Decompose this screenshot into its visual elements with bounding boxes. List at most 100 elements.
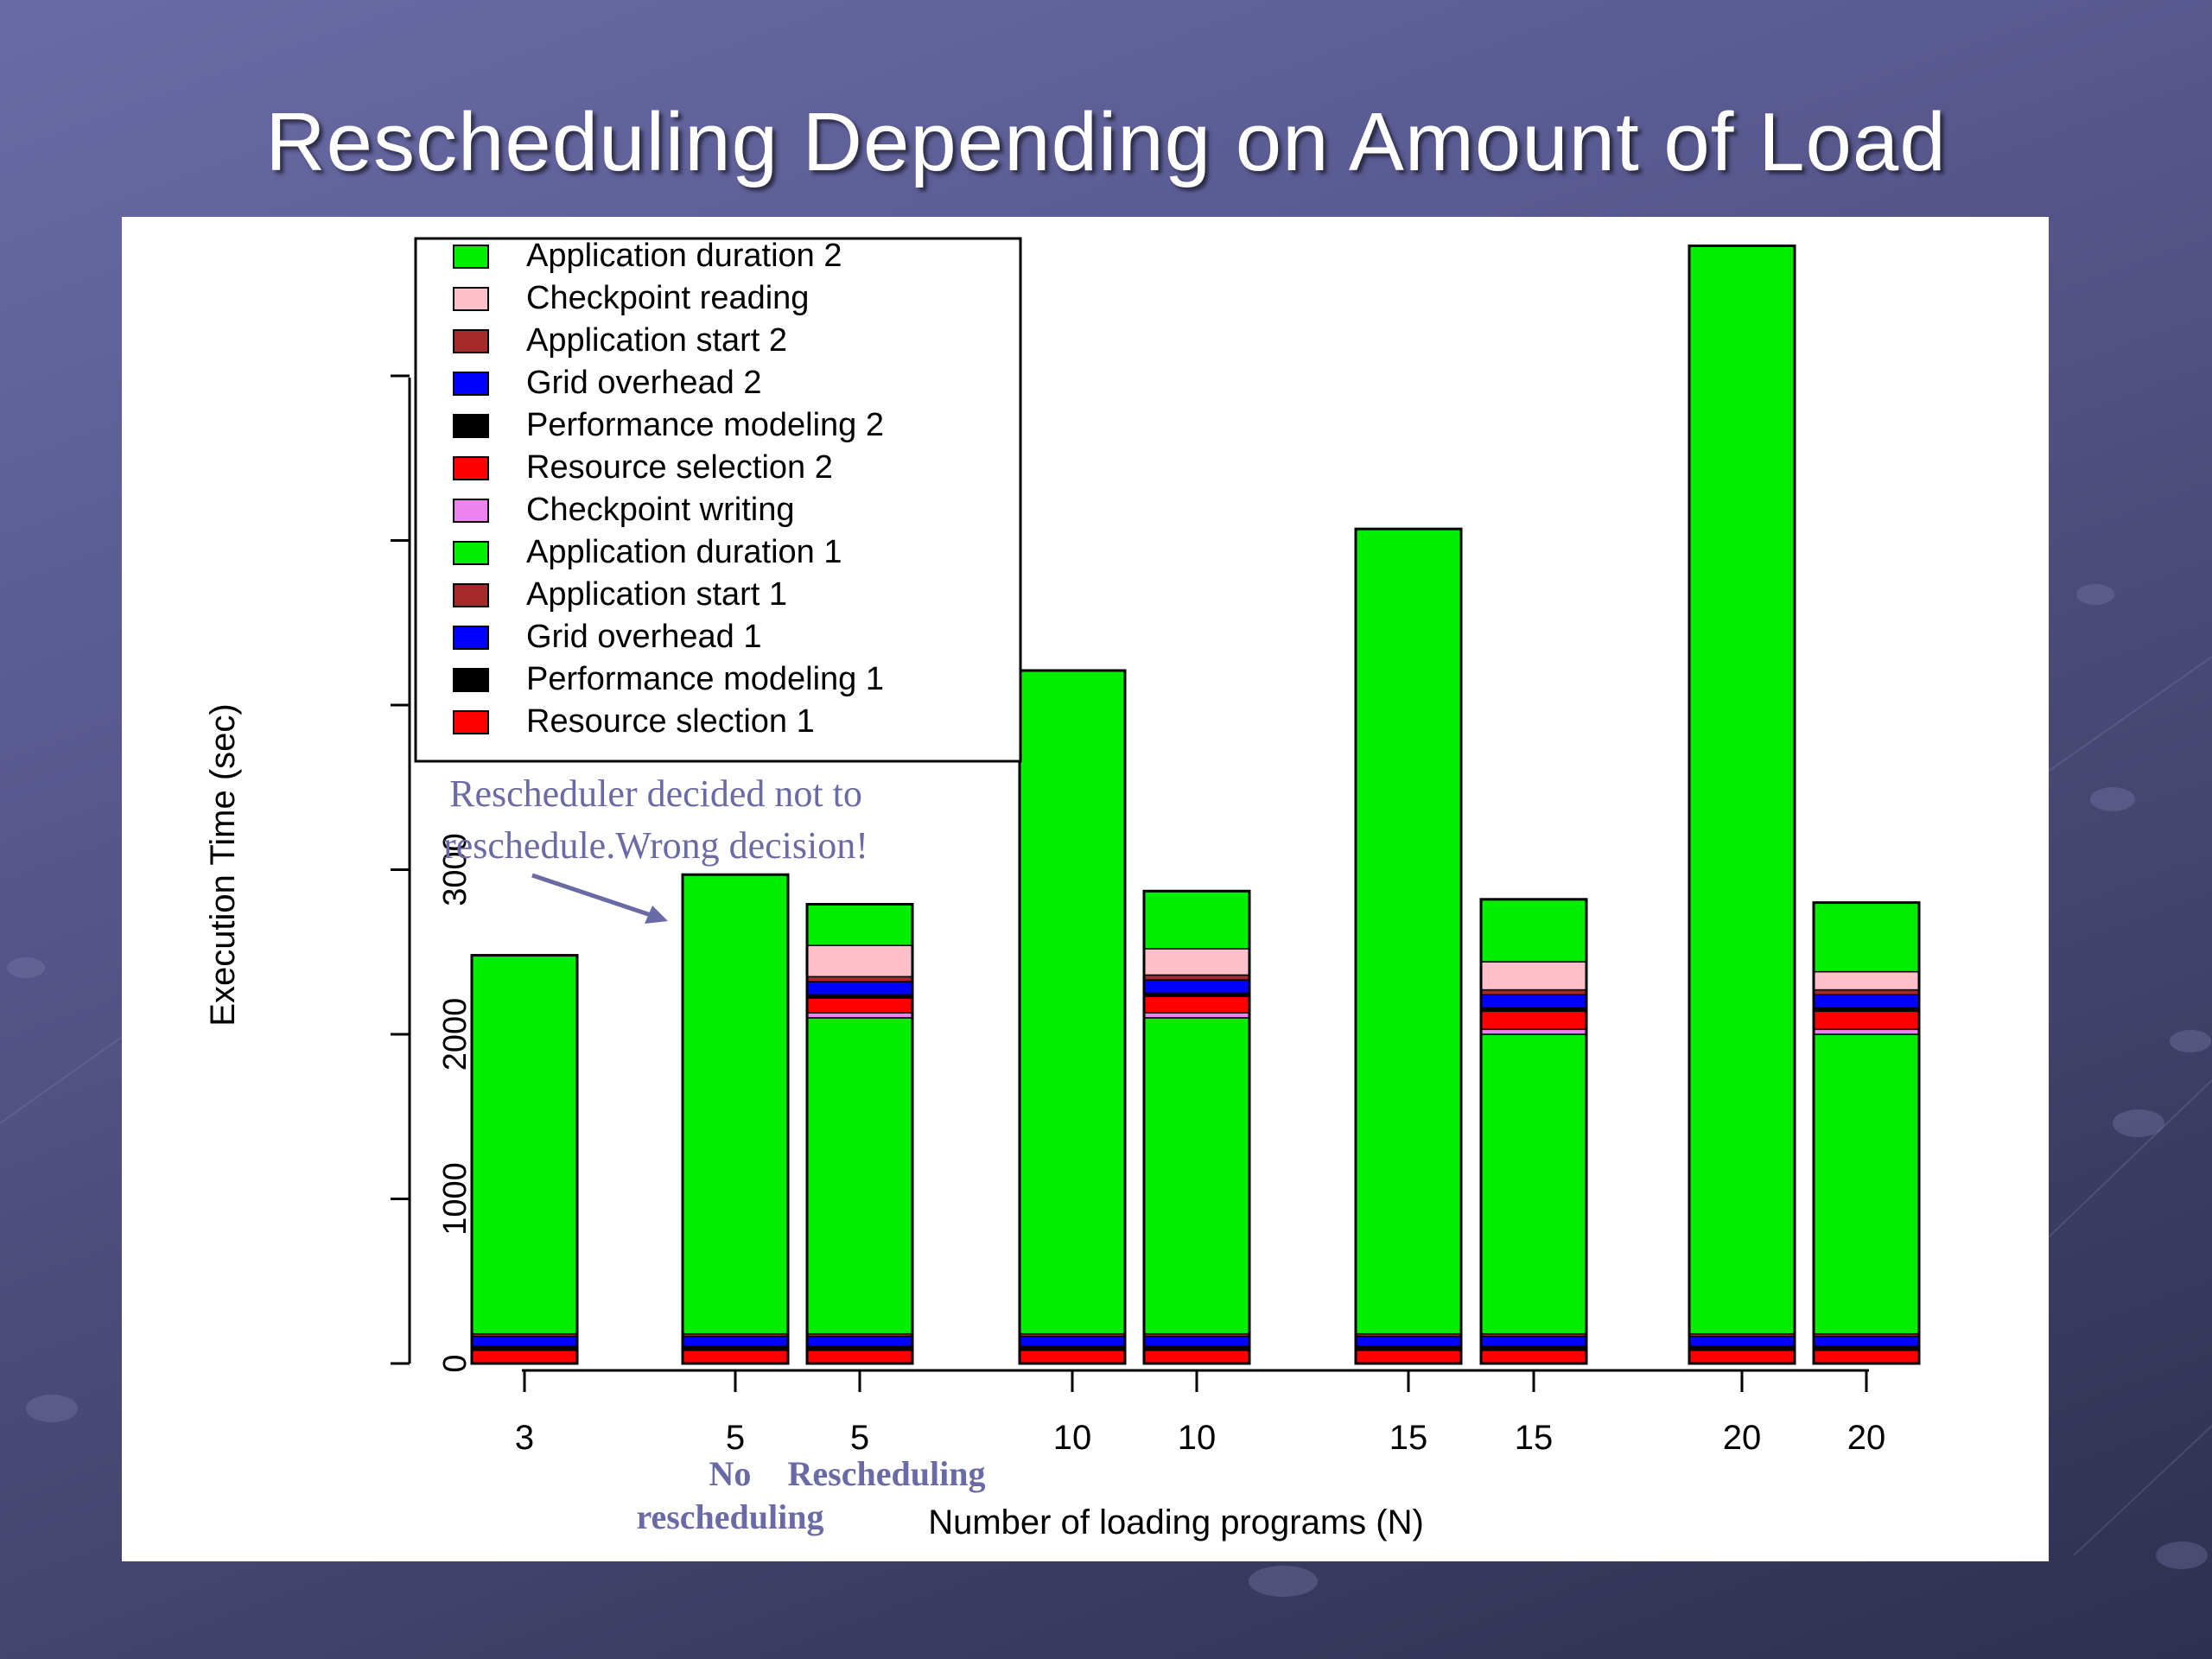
bar-segment-7-9 [1480,994,1587,1009]
annotation-no: No [709,1454,752,1493]
bar-segment-5-3 [1143,1335,1250,1347]
bar-segment-5-11 [1143,948,1250,976]
bar-segment-9-1 [1813,1350,1920,1364]
legend-label-9: Application start 1 [526,576,787,613]
bar-segment-7-3 [1480,1335,1587,1347]
bar-segment-1-3 [471,1335,578,1347]
bar-outline-1 [470,954,579,1365]
bar-stack-7 [1479,898,1588,1365]
legend-label-12: Resource slection 1 [526,703,815,740]
bar-segment-7-7 [1480,1010,1587,1031]
legend-label-8: Application duration 1 [526,534,842,570]
bar-segment-5-7 [1143,995,1250,1014]
legend: Application duration 2 Checkpoint reading… [414,237,1022,763]
legend-swatch-8 [453,541,489,565]
stacked-bar-chart: 0100020003000400050006000 35510101515202… [204,237,1921,1541]
bar-segment-8-5 [1688,245,1796,1335]
slide-title: Rescheduling Depending on Amount of Load [265,96,1947,188]
bar-segment-3-6 [806,1012,913,1019]
bar-segment-3-5 [806,1017,913,1335]
legend-label-4: Grid overhead 2 [526,365,762,401]
bar-segment-5-5 [1143,1017,1250,1335]
bar-segment-9-12 [1813,901,1920,973]
bar-stack-1 [470,954,579,1365]
legend-label-3: Application start 2 [526,322,787,359]
bar-segment-6-1 [1355,1350,1462,1364]
legend-swatch-11 [453,668,489,692]
legend-label-1: Application duration 2 [526,238,842,274]
legend-label-5: Performance modeling 2 [526,407,884,443]
bar-segment-1-1 [471,1350,578,1364]
bar-stack-9 [1812,901,1921,1365]
legend-swatch-3 [453,329,489,353]
legend-entries: Application duration 2 Checkpoint reading… [453,238,884,740]
bar-segment-4-3 [1019,1335,1126,1347]
bar-segment-5-9 [1143,979,1250,995]
legend-swatch-10 [453,626,489,650]
bar-segment-3-12 [806,903,913,946]
bar-segment-9-3 [1813,1335,1920,1347]
bar-segment-8-1 [1688,1350,1796,1364]
annotation-wrong-decision-line1: Rescheduler decided not to [449,772,862,815]
annotation-wrong-decision-line2: reschedule.Wrong decision! [443,824,868,867]
bar-segment-2-3 [682,1335,789,1347]
bar-stack-5 [1142,889,1251,1365]
bar-outline-9 [1812,901,1921,1365]
annotation-rescheduling: Rescheduling [788,1454,986,1493]
bar-segment-3-11 [806,944,913,978]
bar-segment-5-1 [1143,1350,1250,1364]
x-tick-label-7: 15 [1515,1419,1554,1457]
y-tick-label-1000: 1000 [437,1162,474,1236]
bar-stack-4 [1018,669,1127,1365]
bar-segment-6-5 [1355,528,1462,1335]
bar-segment-3-9 [806,981,913,996]
y-axis-label: Execution Time (sec) [204,703,242,1026]
bars-layer [470,245,1921,1365]
bar-outline-6 [1354,527,1463,1365]
bar-segment-9-9 [1813,994,1920,1009]
legend-swatch-4 [453,372,489,396]
y-tick-label-0: 0 [437,1354,474,1372]
bar-segment-5-6 [1143,1012,1250,1019]
legend-box [414,237,1022,763]
legend-swatch-7 [453,499,489,523]
legend-swatch-12 [453,710,489,734]
legend-label-6: Resource selection 2 [526,449,833,486]
bar-segment-9-7 [1813,1010,1920,1031]
bar-segment-7-6 [1480,1028,1587,1035]
bar-outline-5 [1142,889,1251,1365]
bar-outline-7 [1479,898,1588,1365]
x-tick-label-9: 20 [1847,1419,1886,1457]
bar-outline-2 [681,873,790,1365]
bar-segment-7-5 [1480,1033,1587,1335]
bar-stack-2 [681,873,790,1365]
bar-segment-5-12 [1143,890,1250,950]
bar-segment-2-5 [682,874,789,1335]
legend-label-10: Grid overhead 1 [526,619,762,655]
x-tick-label-8: 20 [1723,1419,1762,1457]
legend-swatch-5 [453,414,489,438]
bar-stack-6 [1354,527,1463,1365]
bar-outline-8 [1688,245,1796,1365]
x-tick-label-1: 3 [515,1419,534,1457]
bar-segment-7-1 [1480,1350,1587,1364]
bar-segment-1-5 [471,954,578,1335]
bar-segment-8-3 [1688,1335,1796,1347]
bar-stack-3 [805,903,914,1365]
chart-panel: 0100020003000400050006000 35510101515202… [122,217,2049,1561]
bar-segment-9-10 [1813,988,1920,996]
bar-outline-3 [805,903,914,1365]
bar-stack-8 [1688,245,1796,1365]
bar-segment-3-1 [806,1350,913,1364]
legend-label-2: Checkpoint reading [526,280,809,316]
bar-segment-9-5 [1813,1033,1920,1335]
bar-segment-6-3 [1355,1335,1462,1347]
x-tick-label-6: 15 [1389,1419,1428,1457]
x-axis-label: Number of loading programs (N) [928,1503,1424,1541]
x-tick-label-2: 5 [726,1419,745,1457]
annotation-arrow [531,873,668,924]
bar-segment-4-5 [1019,670,1126,1335]
annotation-rescheduling-no: rescheduling [636,1497,823,1536]
legend-label-11: Performance modeling 1 [526,661,884,697]
